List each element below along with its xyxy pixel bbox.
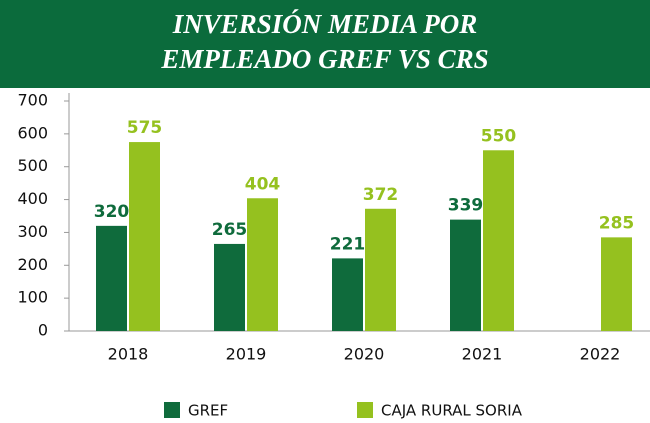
x-tick-label: 2019 xyxy=(226,345,267,364)
bar xyxy=(365,208,396,331)
value-label: 372 xyxy=(363,185,399,205)
legend-label: GREF xyxy=(188,402,228,420)
bar xyxy=(450,219,481,331)
bar xyxy=(601,237,632,331)
bar xyxy=(483,150,514,331)
legend-label: CAJA RURAL SORIA xyxy=(381,402,523,420)
title-band xyxy=(0,0,650,88)
bar xyxy=(214,243,245,331)
bar xyxy=(332,258,363,331)
chart-title: INVERSIÓN MEDIA POR xyxy=(172,9,478,39)
legend-swatch xyxy=(357,402,373,418)
chart-title: EMPLEADO GREF VS CRS xyxy=(160,44,488,74)
x-tick-label: 2018 xyxy=(108,345,149,364)
y-tick-label: 600 xyxy=(17,123,48,142)
value-label: 575 xyxy=(127,118,163,138)
legend-swatch xyxy=(164,402,180,418)
value-label: 550 xyxy=(481,126,517,146)
bar xyxy=(129,142,160,331)
bar xyxy=(247,198,278,331)
value-label: 339 xyxy=(448,196,484,216)
y-tick-label: 100 xyxy=(17,288,48,307)
bar xyxy=(96,225,127,331)
y-tick-label: 300 xyxy=(17,222,48,241)
y-tick-label: 400 xyxy=(17,189,48,208)
value-label: 285 xyxy=(599,213,635,233)
x-tick-label: 2021 xyxy=(462,345,503,364)
value-label: 404 xyxy=(245,174,281,194)
value-label: 221 xyxy=(330,234,366,254)
value-label: 265 xyxy=(212,220,248,240)
x-tick-label: 2022 xyxy=(580,345,621,364)
x-tick-label: 2020 xyxy=(344,345,385,364)
y-tick-label: 500 xyxy=(17,156,48,175)
y-tick-label: 200 xyxy=(17,255,48,274)
y-tick-label: 700 xyxy=(17,91,48,110)
y-tick-label: 0 xyxy=(38,321,48,340)
value-label: 320 xyxy=(94,202,130,222)
